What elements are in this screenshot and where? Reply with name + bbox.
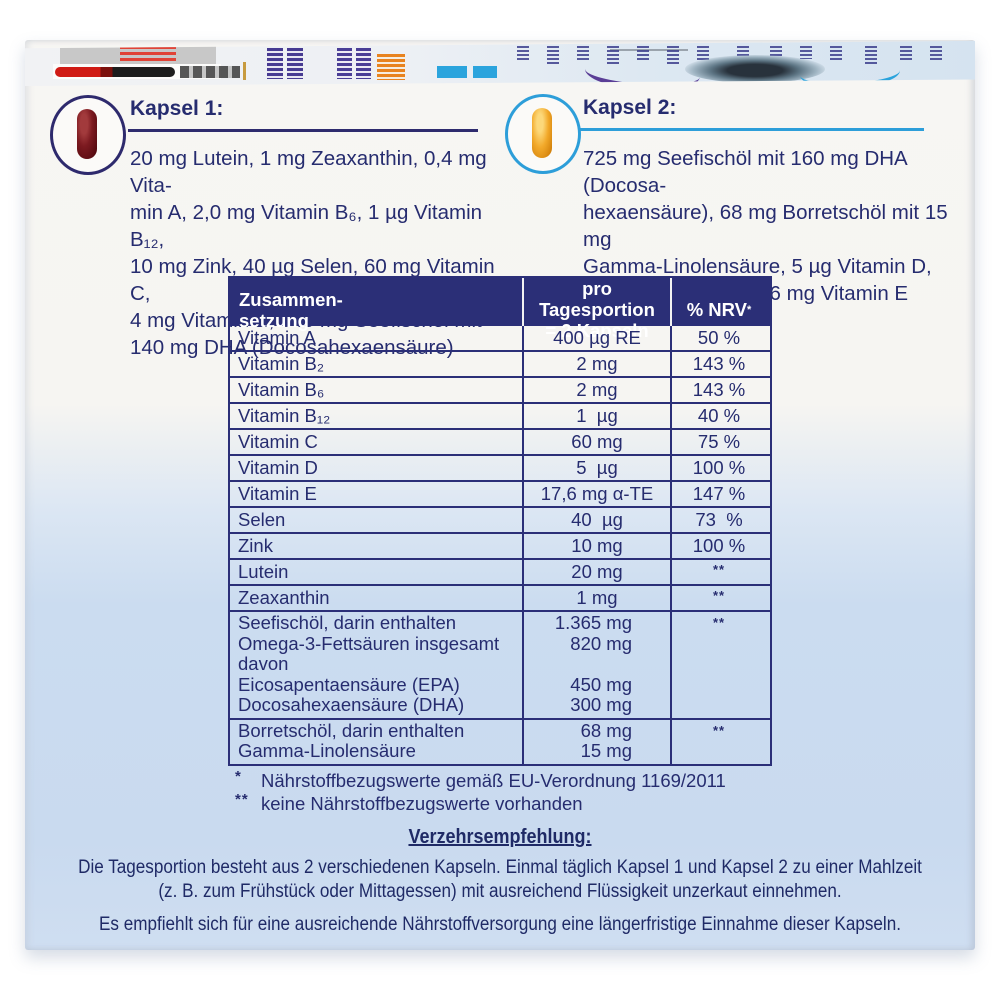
flap-purple-text-bar — [356, 48, 371, 79]
flap-orange-text-bar — [377, 54, 405, 80]
table-row: Vitamin C 60 mg 75 % — [230, 428, 770, 454]
table-row: Borretschöl, darin enthalten Gamma-Linol… — [230, 717, 770, 764]
table-row: Vitamin E 17,6 mg α-TE 147 % — [230, 480, 770, 506]
footnote-2: ** keine Nährstoffbezugswerte vorhanden — [235, 791, 726, 815]
box-top-flap — [25, 40, 975, 86]
table-row: Selen 40 µg 73 % — [230, 506, 770, 532]
footnotes: * Nährstoffbezugswerte gemäß EU-Verordnu… — [235, 768, 726, 815]
table-row: Vitamin A 400 µg RE 50 % — [230, 324, 770, 350]
capsule-1-icon — [50, 95, 126, 175]
footnote-2-text: keine Nährstoffbezugswerte vorhanden — [261, 793, 583, 814]
dosage-section: Verzehrsempfehlung: Die Tagesportion bes… — [73, 826, 928, 937]
nutrition-table: Zusammen- setzung pro Tagesportion = 2 K… — [228, 276, 772, 766]
flap-tick-text — [930, 46, 942, 62]
flap-gray-line — [610, 49, 688, 51]
flap-tick-text — [607, 46, 619, 64]
nrv-asterisk: * — [747, 303, 752, 316]
table-row: Seefischöl, darin enthalten Omega-3-Fett… — [230, 610, 770, 718]
flap-tick-text — [830, 46, 842, 62]
table-header-row: Zusammen- setzung pro Tagesportion = 2 K… — [230, 278, 770, 341]
dosage-paragraph-2: Es empfiehlt sich für eine ausreichende … — [99, 914, 901, 935]
flap-tick-text — [637, 46, 649, 62]
dosage-heading: Verzehrsempfehlung: — [408, 826, 592, 848]
flap-tick-text — [547, 46, 559, 65]
flap-capsule-photo — [55, 67, 175, 77]
header-nrv: % NRV * — [670, 278, 766, 341]
table-row: Vitamin B₂ 2 mg 143 % — [230, 350, 770, 376]
table-row: Zeaxanthin 1 mg ** — [230, 584, 770, 610]
flap-dark-text-blur — [180, 66, 240, 78]
footnote-1-text: Nährstoffbezugswerte gemäß EU-Verordnung… — [261, 770, 726, 791]
capsule-2-icon — [505, 94, 581, 174]
footnote-1-marker: * — [235, 768, 242, 785]
capsule-1-rule — [128, 129, 478, 132]
flap-tick-text — [667, 46, 679, 65]
footnote-1: * Nährstoffbezugswerte gemäß EU-Verordnu… — [235, 768, 726, 792]
flap-purple-text-bar — [287, 48, 303, 79]
flap-purple-swirl — [583, 52, 702, 86]
flap-gold-line — [243, 62, 246, 80]
capsule-2-rule — [578, 128, 924, 131]
table-row: Zink 10 mg 100 % — [230, 532, 770, 558]
flap-tick-text — [800, 46, 812, 59]
footnote-2-marker: ** — [235, 791, 249, 808]
capsule-2-pill — [532, 108, 552, 158]
table-row: Vitamin B₆ 2 mg 143 % — [230, 376, 770, 402]
capsule-1-title: Kapsel 1: — [130, 97, 224, 120]
flap-tick-text — [517, 46, 529, 62]
capsule-2-title: Kapsel 2: — [583, 96, 677, 119]
dosage-paragraph-1: Die Tagesportion besteht aus 2 verschied… — [78, 857, 922, 902]
capsule-1-pill — [77, 109, 97, 159]
header-composition: Zusammen- setzung — [239, 288, 343, 331]
product-box: Kapsel 1: 20 mg Lutein, 1 mg Zeaxanthin,… — [25, 40, 975, 950]
flap-tick-text — [577, 46, 589, 62]
flap-cyan-block — [473, 66, 497, 78]
flap-cyan-block — [437, 66, 467, 78]
flap-eye-graphic — [685, 55, 825, 83]
table-row: Vitamin B₁₂ 1 µg 40 % — [230, 402, 770, 428]
flap-purple-text-bar — [337, 48, 352, 79]
flap-tick-text — [697, 46, 709, 60]
flap-tick-text — [900, 46, 912, 60]
table-row: Lutein 20 mg ** — [230, 558, 770, 584]
flap-purple-text-bar — [267, 48, 283, 79]
header-per-portion: pro Tagesportion = 2 Kapseln — [522, 278, 670, 341]
flap-red-logo-marks — [120, 46, 176, 61]
flap-tick-text — [865, 46, 877, 64]
